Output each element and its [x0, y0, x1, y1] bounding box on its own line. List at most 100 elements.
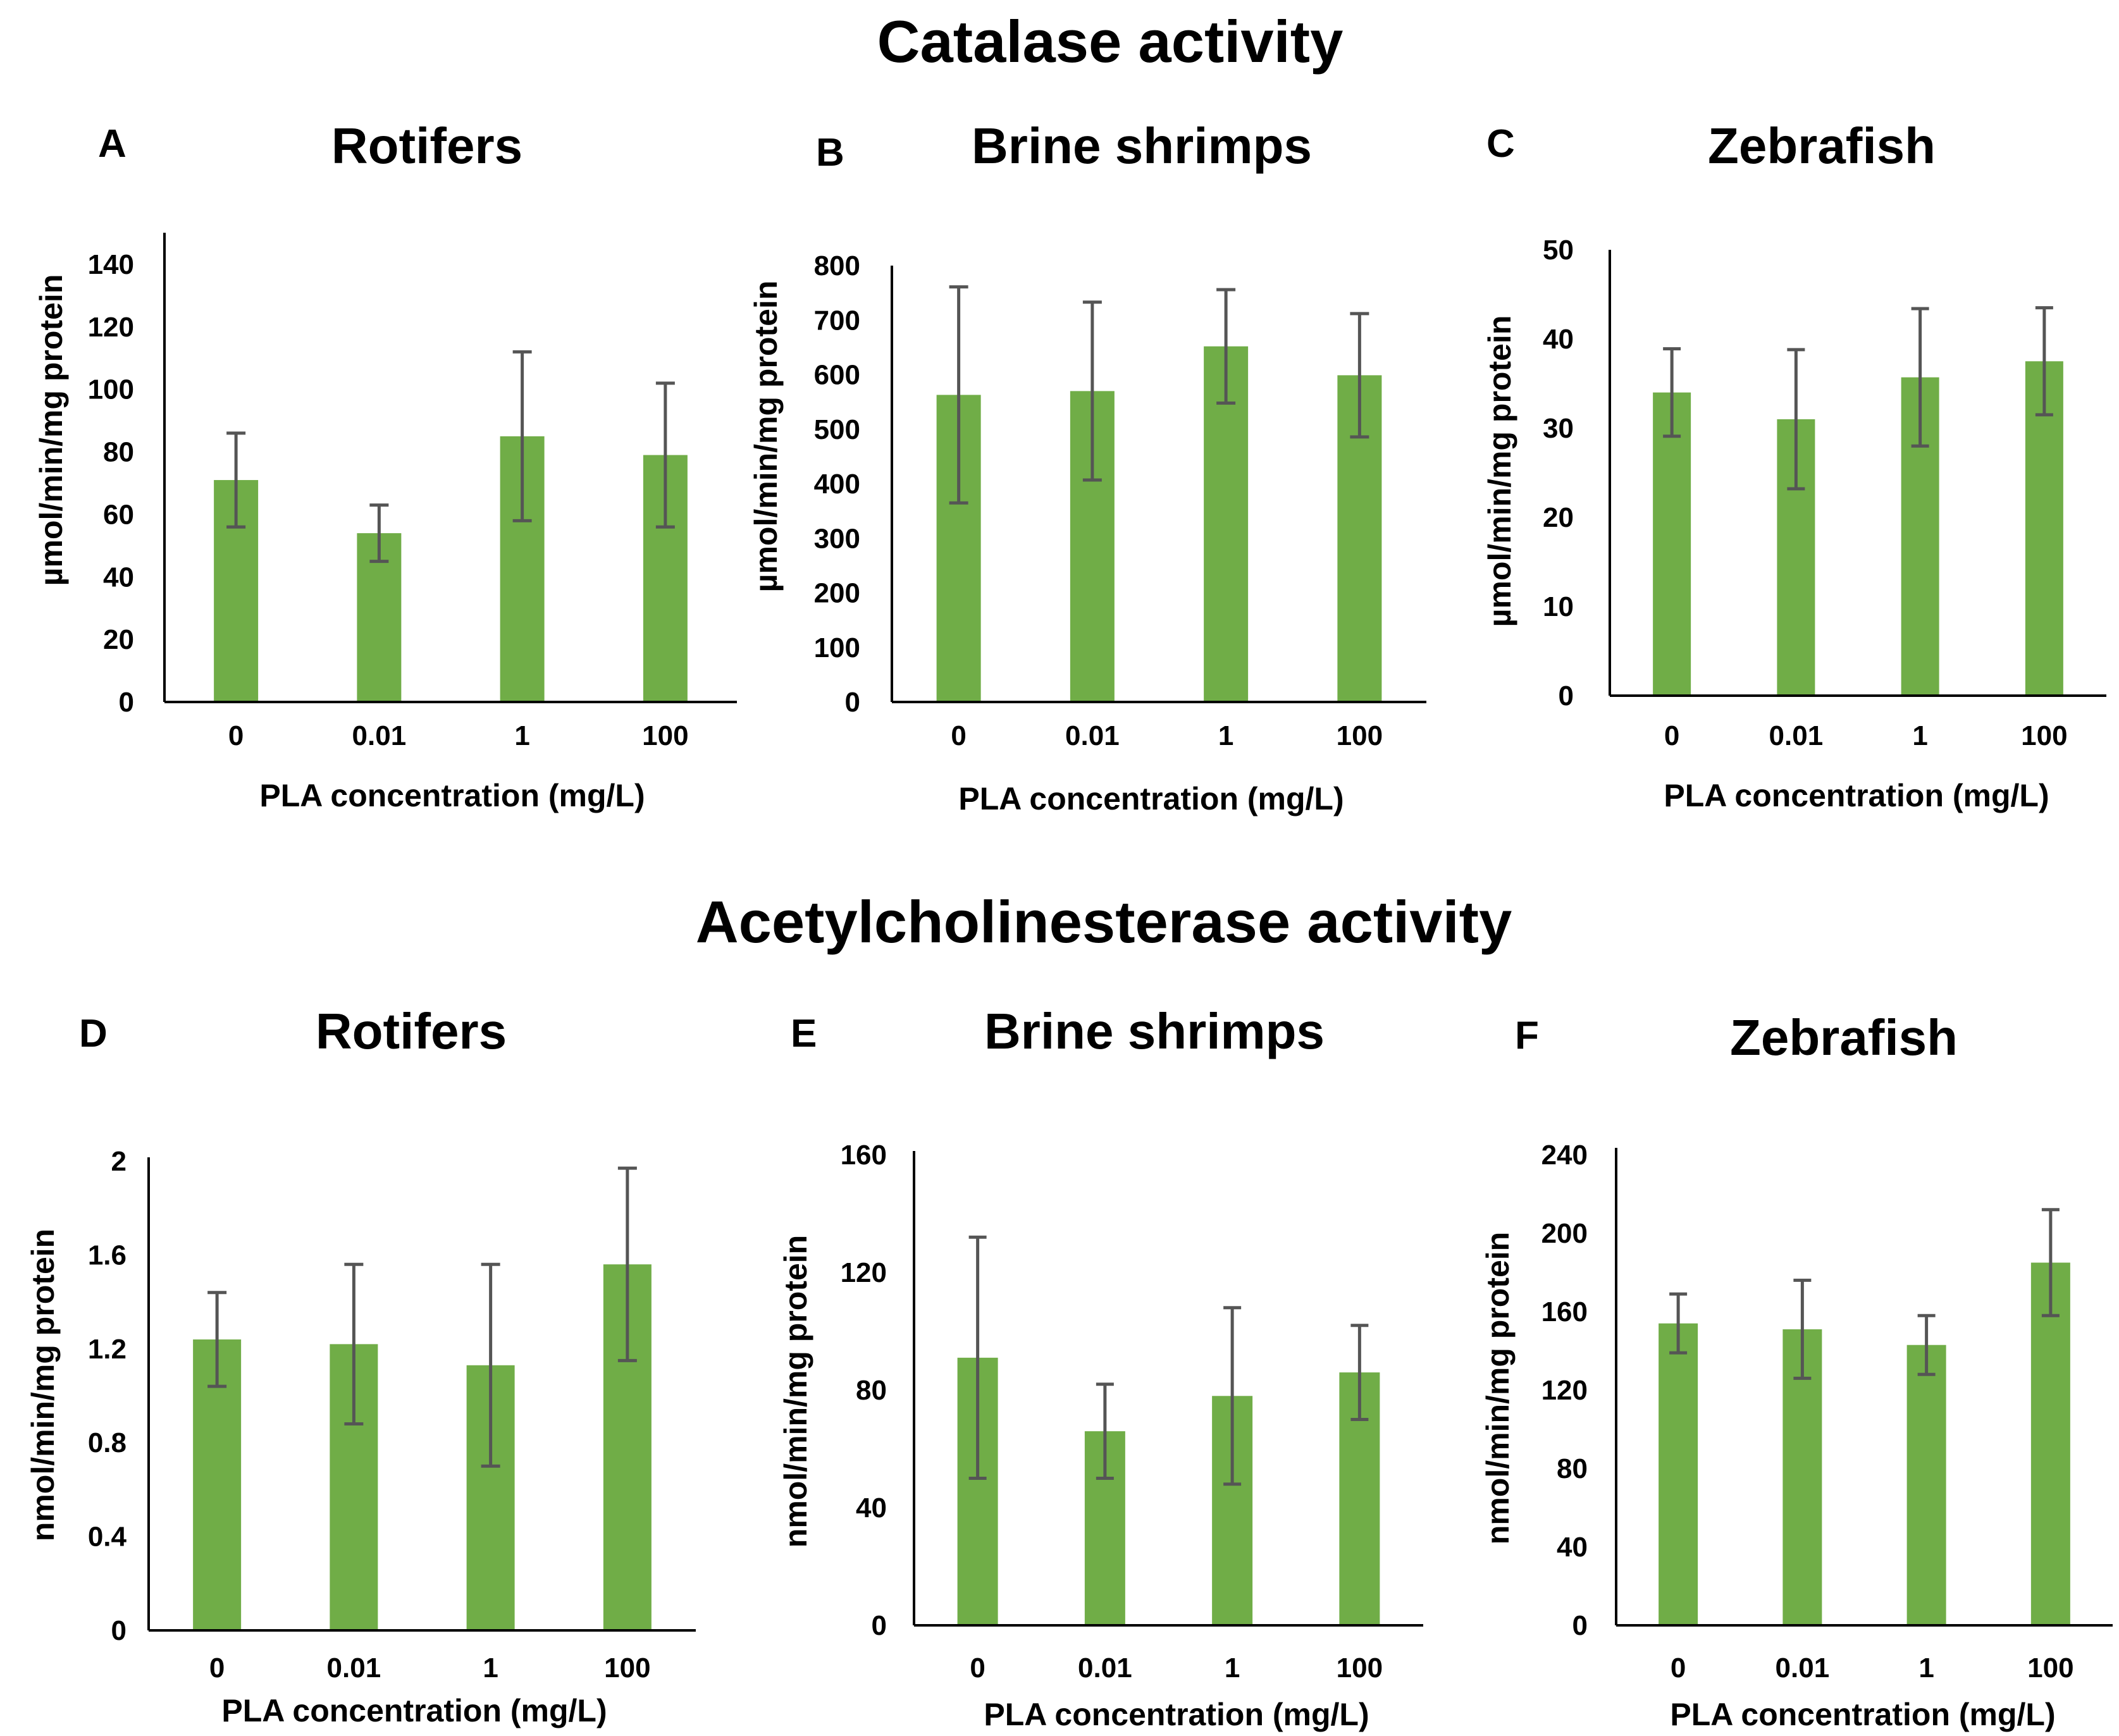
- x-axis-label: PLA concentration (mg/L): [221, 1693, 607, 1728]
- error-bars: [207, 1166, 637, 1468]
- y-tick-label: 40: [103, 562, 134, 593]
- y-tick-label: 300: [814, 523, 860, 554]
- bar: [2030, 1262, 2070, 1625]
- panel-letter: F: [1515, 1014, 1539, 1057]
- y-tick-label: 160: [1541, 1296, 1588, 1327]
- panel-c: C Zebrafish µmol/min/mg protein PLA conc…: [1482, 118, 2106, 813]
- section-title-catalase: Catalase activity: [877, 8, 1344, 75]
- x-ticks: 0 0.01 1 100: [228, 720, 689, 751]
- x-tick-label: 0.01: [1065, 720, 1120, 751]
- x-tick-label: 100: [642, 720, 688, 751]
- x-axis-label: PLA concentration (mg/L): [1670, 1697, 2055, 1732]
- y-ticks: 0 0.4 0.8 1.2 1.6 2: [88, 1146, 127, 1646]
- y-axis-label: nmol/min/mg protein: [778, 1235, 813, 1548]
- y-tick-label: 0: [1559, 680, 1574, 711]
- y-tick-label: 40: [856, 1493, 887, 1524]
- x-ticks: 0 0.01 1 100: [1671, 1653, 2074, 1684]
- section-title-acetylcholinesterase: Acetylcholinesterase activity: [696, 889, 1512, 955]
- error-bar: [207, 1291, 227, 1388]
- bar: [2025, 361, 2063, 696]
- y-tick-label: 240: [1541, 1140, 1588, 1171]
- x-tick-label: 1: [1225, 1653, 1240, 1684]
- error-bars: [1669, 1208, 2060, 1380]
- error-bar: [655, 381, 675, 529]
- y-tick-label: 80: [1557, 1453, 1588, 1484]
- y-tick-label: 200: [1541, 1218, 1588, 1249]
- x-tick-label: 0: [1664, 720, 1679, 751]
- y-tick-label: 400: [814, 469, 860, 500]
- x-tick-label: 0.01: [327, 1653, 381, 1684]
- panel-f: F Zebrafish nmol/min/mg protein PLA conc…: [1480, 1009, 2113, 1732]
- error-bar: [1350, 312, 1369, 439]
- error-bar: [617, 1166, 637, 1362]
- x-tick-label: 100: [1337, 720, 1383, 751]
- x-tick-label: 100: [2021, 720, 2067, 751]
- y-ticks: 0 20 40 60 80 100 120 140: [88, 249, 134, 718]
- bars: [214, 436, 688, 702]
- y-ticks: 0 40 80 120 160: [841, 1140, 887, 1641]
- y-axis-label: nmol/min/mg protein: [25, 1229, 61, 1541]
- bar: [1653, 392, 1691, 696]
- y-tick-label: 0: [872, 1610, 887, 1641]
- error-bar: [1663, 347, 1681, 438]
- x-tick-label: 100: [2027, 1653, 2073, 1684]
- y-tick-label: 800: [814, 250, 860, 281]
- error-bar: [1917, 1314, 1936, 1376]
- y-tick-label: 0.8: [88, 1427, 127, 1458]
- panel-title: Zebrafish: [1708, 118, 1936, 174]
- x-ticks: 0 0.01 1 100: [951, 720, 1383, 751]
- y-tick-label: 160: [841, 1140, 887, 1171]
- bar: [1906, 1345, 1946, 1625]
- y-tick-label: 40: [1557, 1532, 1588, 1563]
- bars: [936, 346, 1382, 702]
- y-axis-label: µmol/min/mg protein: [748, 281, 784, 593]
- panel-b: B Brine shrimps µmol/min/mg protein PLA …: [748, 118, 1426, 816]
- x-tick-label: 0: [951, 720, 966, 751]
- y-axis-label: µmol/min/mg protein: [1482, 316, 1517, 627]
- y-tick-label: 0.4: [88, 1522, 127, 1553]
- y-tick-label: 60: [103, 499, 134, 530]
- panel-letter: A: [98, 122, 127, 166]
- x-axis-label: PLA concentration (mg/L): [259, 778, 645, 813]
- error-bar: [512, 350, 532, 522]
- error-bars: [226, 350, 675, 563]
- y-tick-label: 30: [1543, 413, 1574, 444]
- error-bar: [2035, 306, 2053, 417]
- bars: [1653, 361, 2063, 696]
- x-ticks: 0 0.01 1 100: [1664, 720, 2068, 751]
- y-tick-label: 120: [841, 1257, 887, 1288]
- y-tick-label: 140: [88, 249, 134, 280]
- x-axis-label: PLA concentration (mg/L): [984, 1697, 1369, 1732]
- x-tick-label: 1: [1912, 720, 1927, 751]
- x-tick-label: 1: [1218, 720, 1233, 751]
- panel-title: Brine shrimps: [984, 1003, 1325, 1059]
- x-tick-label: 0.01: [352, 720, 407, 751]
- y-tick-label: 50: [1543, 235, 1574, 266]
- y-tick-label: 100: [88, 374, 134, 405]
- x-tick-label: 0: [970, 1653, 985, 1684]
- error-bar: [1669, 1292, 1688, 1355]
- y-tick-label: 120: [1541, 1375, 1588, 1406]
- error-bar: [1223, 1306, 1242, 1486]
- error-bar: [1793, 1278, 1812, 1380]
- y-ticks: 0 100 200 300 400 500 600 700 800: [814, 250, 860, 718]
- panel-title: Brine shrimps: [972, 118, 1312, 174]
- panel-letter: C: [1486, 122, 1515, 166]
- error-bar: [1911, 307, 1929, 448]
- bars: [193, 1264, 652, 1630]
- y-tick-label: 2: [111, 1146, 127, 1177]
- panel-title: Zebrafish: [1730, 1009, 1958, 1066]
- x-tick-label: 100: [604, 1653, 650, 1684]
- bar: [1659, 1323, 1698, 1625]
- error-bar: [344, 1262, 364, 1426]
- y-tick-label: 40: [1543, 324, 1574, 355]
- y-tick-label: 10: [1543, 591, 1574, 622]
- y-tick-label: 600: [814, 360, 860, 391]
- x-axis-label: PLA concentration (mg/L): [1664, 778, 2049, 813]
- panel-title: Rotifers: [316, 1003, 507, 1059]
- panel-title: Rotifers: [331, 118, 522, 174]
- y-tick-label: 0: [1572, 1610, 1588, 1641]
- error-bar: [1096, 1382, 1114, 1480]
- y-tick-label: 700: [814, 305, 860, 336]
